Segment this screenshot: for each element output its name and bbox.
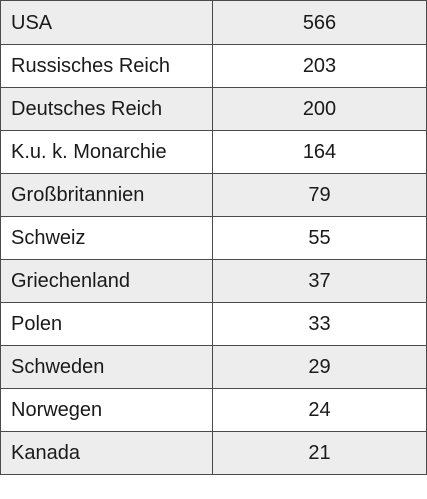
table-row: Kanada 21 <box>0 431 427 475</box>
value-cell: 24 <box>212 388 427 432</box>
value-cell: 164 <box>212 130 427 174</box>
country-cell: Großbritannien <box>0 173 213 217</box>
country-cell: USA <box>0 0 213 45</box>
table-row: Schweden 29 <box>0 345 427 389</box>
table-row: Deutsches Reich 200 <box>0 87 427 131</box>
country-cell: Schweiz <box>0 216 213 260</box>
value-cell: 200 <box>212 87 427 131</box>
table-row: Russisches Reich 203 <box>0 44 427 88</box>
country-cell: Deutsches Reich <box>0 87 213 131</box>
value-cell: 33 <box>212 302 427 346</box>
country-cell: Polen <box>0 302 213 346</box>
table-row: Schweiz 55 <box>0 216 427 260</box>
value-cell: 21 <box>212 431 427 475</box>
country-cell: Kanada <box>0 431 213 475</box>
value-cell: 203 <box>212 44 427 88</box>
table-row: USA 566 <box>0 0 427 45</box>
country-cell: Schweden <box>0 345 213 389</box>
value-cell: 29 <box>212 345 427 389</box>
value-cell: 37 <box>212 259 427 303</box>
country-cell: Norwegen <box>0 388 213 432</box>
country-values-table: USA 566 Russisches Reich 203 Deutsches R… <box>0 0 427 475</box>
value-cell: 55 <box>212 216 427 260</box>
table-row: Norwegen 24 <box>0 388 427 432</box>
table-row: Großbritannien 79 <box>0 173 427 217</box>
value-cell: 566 <box>212 0 427 45</box>
country-cell: K.u. k. Monarchie <box>0 130 213 174</box>
value-cell: 79 <box>212 173 427 217</box>
country-cell: Russisches Reich <box>0 44 213 88</box>
table-row: Polen 33 <box>0 302 427 346</box>
table-row: K.u. k. Monarchie 164 <box>0 130 427 174</box>
table-row: Griechenland 37 <box>0 259 427 303</box>
country-cell: Griechenland <box>0 259 213 303</box>
